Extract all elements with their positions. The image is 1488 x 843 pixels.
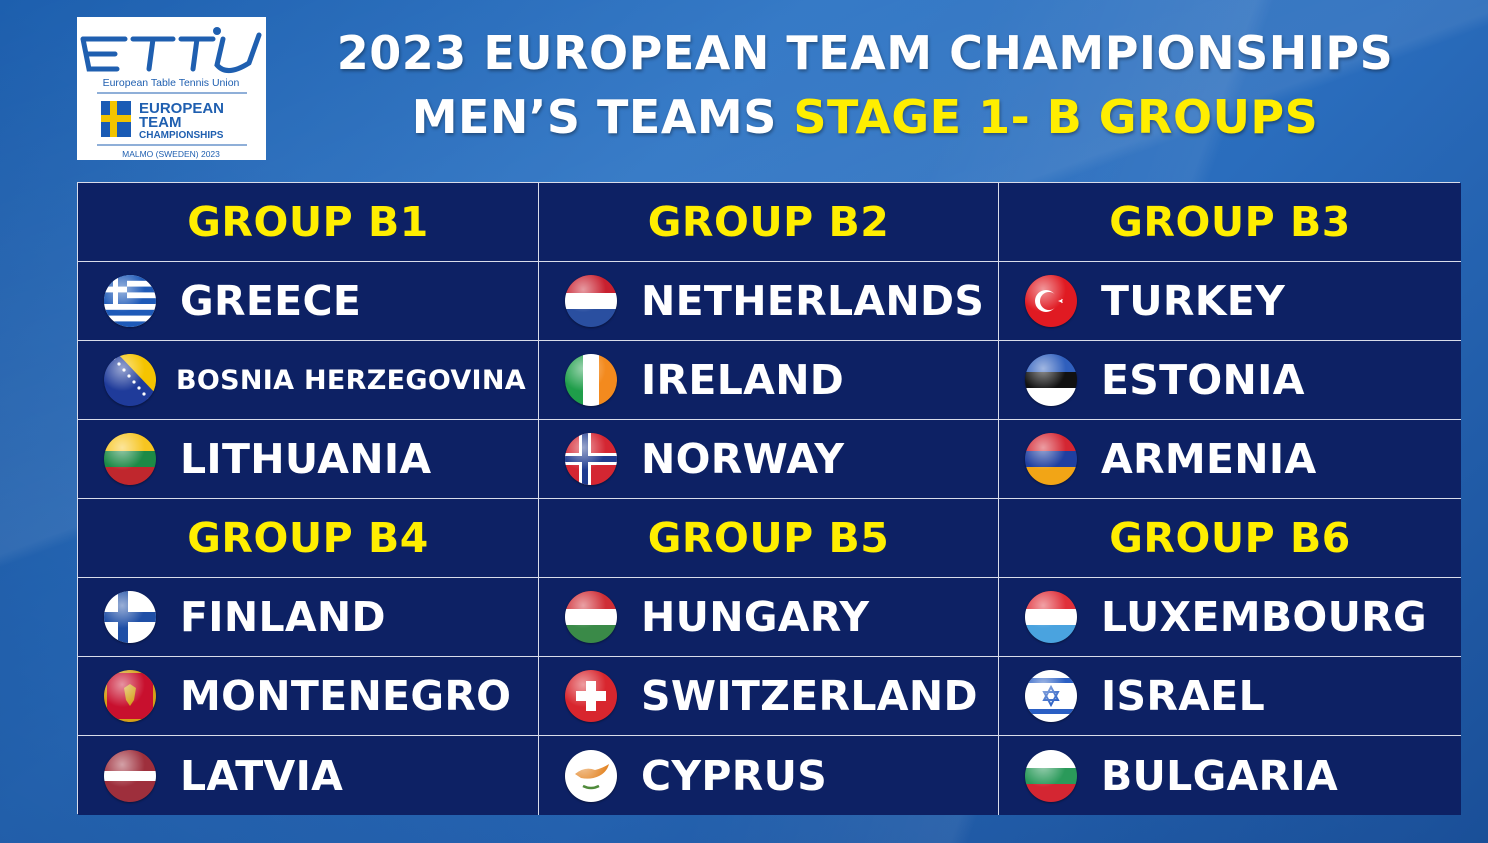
group-header: GROUP B5 [539,499,999,578]
team-row: HUNGARY [539,578,999,657]
team-name: BULGARIA [1101,751,1339,800]
team-name: CYPRUS [641,751,828,800]
svg-text:EUROPEAN: EUROPEAN [139,100,224,117]
team-name: NETHERLANDS [641,277,985,325]
title-line-2-highlight: STAGE 1- B GROUPS [793,90,1319,144]
team-name: SWITZERLAND [641,672,978,720]
team-row: IRELAND [539,341,999,420]
switzerland-flag-icon [565,670,617,722]
montenegro-flag-icon [104,670,156,722]
team-row: LITHUANIA [78,420,539,499]
latvia-flag-icon [104,749,156,802]
ettu-logo: European Table Tennis Union EUROPEAN TEA… [77,17,266,160]
title-line-2-prefix: MEN’S TEAMS [411,90,794,144]
luxembourg-flag-icon [1025,591,1077,643]
team-row: SWITZERLAND [539,657,999,736]
team-row: LUXEMBOURG [999,578,1461,657]
groups-table: GROUP B1 GROUP B2 GROUP B3 GREECE NETHER… [77,182,1461,815]
greece-flag-icon [104,275,156,327]
bulgaria-flag-icon [1025,749,1077,802]
team-row: NORWAY [539,420,999,499]
team-row: NETHERLANDS [539,262,999,341]
logo-org-text: European Table Tennis Union [103,77,240,89]
team-row: GREECE [78,262,539,341]
team-name: HUNGARY [641,593,870,641]
team-row: TURKEY [999,262,1461,341]
group-header: GROUP B6 [999,499,1461,578]
team-name: FINLAND [180,593,386,641]
team-name: ESTONIA [1101,356,1305,404]
team-row: ESTONIA [999,341,1461,420]
team-name: ARMENIA [1101,435,1317,483]
cyprus-flag-icon [565,749,617,802]
team-row: FINLAND [78,578,539,657]
team-row: CYPRUS [539,736,999,815]
team-name: IRELAND [641,356,845,404]
group-header: GROUP B3 [999,183,1461,262]
israel-flag-icon [1025,670,1077,722]
team-name: NORWAY [641,435,845,483]
team-name: LUXEMBOURG [1101,593,1427,641]
title-line-1: 2023 EUROPEAN TEAM CHAMPIONSHIPS [336,26,1394,80]
team-row: MONTENEGRO [78,657,539,736]
team-name: ISRAEL [1101,672,1266,720]
team-row: LATVIA [78,736,539,815]
title-line-2: MEN’S TEAMS STAGE 1- B GROUPS [270,90,1460,144]
hungary-flag-icon [565,591,617,643]
group-header: GROUP B4 [78,499,539,578]
team-row: ISRAEL [999,657,1461,736]
lithuania-flag-icon [104,433,156,485]
armenia-flag-icon [1025,433,1077,485]
team-row: ARMENIA [999,420,1461,499]
team-row: BOSNIA HERZEGOVINA [78,341,539,420]
svg-text:TEAM: TEAM [139,114,182,131]
group-header: GROUP B2 [539,183,999,262]
netherlands-flag-icon [565,275,617,327]
team-name: LATVIA [180,751,344,800]
team-name: BOSNIA HERZEGOVINA [176,364,526,396]
svg-text:CHAMPIONSHIPS: CHAMPIONSHIPS [139,130,224,141]
group-header: GROUP B1 [78,183,539,262]
team-name: GREECE [180,277,362,325]
estonia-flag-icon [1025,354,1077,406]
team-name: TURKEY [1101,277,1286,325]
team-name: LITHUANIA [180,435,432,483]
ireland-flag-icon [565,354,617,406]
finland-flag-icon [104,591,156,643]
norway-flag-icon [565,433,617,485]
team-row: BULGARIA [999,736,1461,815]
turkey-flag-icon [1025,275,1077,327]
svg-text:MALMO (SWEDEN) 2023: MALMO (SWEDEN) 2023 [122,149,220,159]
bosnia-flag-icon [104,354,156,406]
team-name: MONTENEGRO [180,672,512,720]
